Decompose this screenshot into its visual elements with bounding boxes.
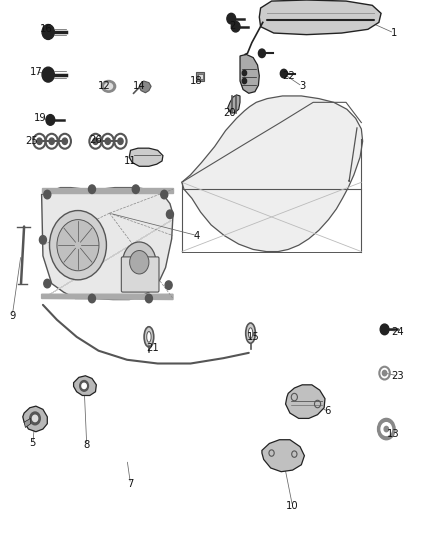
Circle shape	[227, 13, 236, 24]
Circle shape	[378, 418, 395, 440]
Text: 2: 2	[229, 21, 235, 30]
Circle shape	[123, 242, 156, 282]
Circle shape	[132, 185, 139, 193]
Ellipse shape	[246, 323, 255, 343]
Circle shape	[62, 138, 67, 144]
Circle shape	[165, 281, 172, 289]
Text: 22: 22	[282, 71, 295, 80]
Circle shape	[130, 251, 149, 274]
Circle shape	[258, 49, 265, 58]
Text: 11: 11	[124, 156, 137, 166]
Text: 6: 6	[325, 407, 331, 416]
Polygon shape	[228, 95, 240, 113]
Circle shape	[242, 70, 247, 76]
Text: 24: 24	[392, 327, 404, 336]
Circle shape	[231, 21, 240, 32]
Ellipse shape	[147, 332, 151, 342]
Circle shape	[161, 190, 168, 199]
Circle shape	[380, 324, 389, 335]
Circle shape	[382, 370, 387, 376]
Text: 5: 5	[30, 439, 36, 448]
Text: 10: 10	[286, 502, 299, 511]
Circle shape	[88, 294, 95, 303]
Circle shape	[242, 78, 247, 84]
Text: 4: 4	[194, 231, 200, 240]
Circle shape	[82, 383, 86, 389]
Circle shape	[44, 190, 51, 199]
Circle shape	[49, 138, 54, 144]
Text: 21: 21	[146, 343, 159, 352]
Polygon shape	[259, 0, 381, 35]
Circle shape	[39, 236, 46, 244]
Text: 9: 9	[9, 311, 15, 320]
Circle shape	[57, 220, 99, 271]
Circle shape	[42, 25, 54, 39]
Circle shape	[46, 115, 55, 125]
Circle shape	[32, 415, 38, 422]
Text: 13: 13	[387, 430, 399, 439]
Polygon shape	[42, 188, 173, 300]
Polygon shape	[42, 188, 173, 193]
Text: 19: 19	[34, 114, 47, 123]
Ellipse shape	[102, 80, 116, 92]
Ellipse shape	[144, 327, 154, 347]
Circle shape	[42, 67, 54, 82]
Circle shape	[93, 138, 98, 144]
Text: 8: 8	[84, 440, 90, 450]
Circle shape	[105, 138, 110, 144]
Text: 18: 18	[190, 76, 202, 86]
Text: 14: 14	[133, 82, 145, 91]
Circle shape	[88, 185, 95, 193]
Polygon shape	[129, 148, 163, 166]
Ellipse shape	[105, 83, 113, 90]
Circle shape	[280, 69, 287, 78]
Text: 1: 1	[391, 28, 397, 38]
Ellipse shape	[248, 328, 253, 338]
Text: 26: 26	[89, 135, 102, 144]
Polygon shape	[286, 385, 325, 418]
Text: 12: 12	[98, 82, 111, 91]
Text: 25: 25	[25, 136, 38, 146]
Polygon shape	[24, 418, 31, 427]
Polygon shape	[42, 294, 173, 300]
Bar	[196, 72, 204, 81]
Text: 7: 7	[127, 479, 134, 489]
Polygon shape	[182, 96, 363, 252]
FancyBboxPatch shape	[121, 257, 159, 292]
Polygon shape	[139, 81, 151, 93]
Polygon shape	[74, 376, 96, 395]
Circle shape	[166, 210, 173, 219]
Circle shape	[44, 279, 51, 288]
Circle shape	[49, 211, 106, 280]
Circle shape	[30, 412, 40, 425]
Polygon shape	[240, 54, 259, 93]
Circle shape	[80, 381, 88, 391]
Circle shape	[37, 138, 42, 144]
Text: 20: 20	[224, 108, 236, 118]
Text: 23: 23	[392, 371, 404, 381]
Text: 3: 3	[299, 82, 305, 91]
Text: 17: 17	[29, 67, 42, 77]
Circle shape	[118, 138, 123, 144]
Text: 16: 16	[39, 25, 53, 34]
Circle shape	[381, 423, 392, 435]
Polygon shape	[262, 440, 304, 472]
Polygon shape	[23, 406, 47, 432]
Text: 15: 15	[247, 332, 260, 342]
Bar	[198, 74, 203, 79]
Circle shape	[384, 426, 389, 432]
Circle shape	[145, 294, 152, 303]
